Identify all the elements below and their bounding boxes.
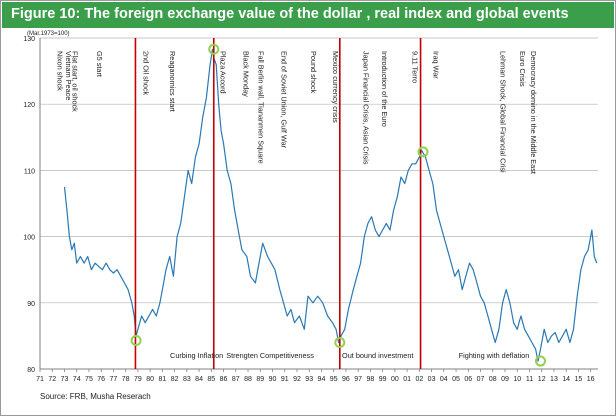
x-tick-label: 87 [232,376,240,383]
event-label: Reaganomics start [168,51,177,112]
event-label: Plaza Accord [218,51,227,94]
chart-axes: 80 90 100 110 120 130(Mar.1973=100) 71 72 73 74 75… [23,31,598,383]
phase-label: Out bound investment [342,351,413,360]
x-tick-label: 04 [440,376,448,383]
highlight-point [417,146,429,158]
x-tick-label: 88 [244,376,252,383]
highlight-point [208,43,220,55]
x-tick-label: 72 [48,376,56,383]
event-label: Iraq War [431,51,440,79]
x-tick-label: 97 [354,376,362,383]
x-tick-label: 01 [403,376,411,383]
event-label: Fall Berlin wall, Tiananmen Square [256,51,265,164]
event-label: Euro Crisis [518,51,527,87]
x-tick-label: 78 [122,376,130,383]
x-tick-label: 10 [513,376,521,383]
x-tick-label: 14 [562,376,570,383]
event-label: Japan Financial Crisis, Asian Crisis [362,51,371,165]
event-label: 9.11 Terro [411,51,420,83]
x-tick-label: 05 [452,376,460,383]
event-label: Vietnam Peace [64,51,73,100]
y-tick-label: 100 [23,235,35,242]
event-label: Lehman Shock, Global Financial Crisi [499,51,508,173]
x-tick-label: 83 [183,376,191,383]
x-tick-label: 08 [489,376,497,383]
x-tick-label: 91 [281,376,289,383]
title-bar: Figure 10: The foreign exchange value of… [2,2,614,28]
x-tick-label: 95 [330,376,338,383]
figure-title: Figure 10: The foreign exchange value of… [11,6,569,22]
x-tick-label: 11 [526,376,533,383]
highlight-point [334,337,346,349]
x-tick-label: 75 [85,376,93,383]
event-label: End of Soviet Union, Gulf War [280,51,289,149]
phase-label: Strengten Competitiveness [226,351,314,360]
x-tick-label: 15 [575,376,583,383]
y-tick-label: 130 [23,36,35,43]
index-note: (Mar.1973=100) [27,31,70,37]
event-label: Democracy domino in the Middle East [529,51,538,174]
x-tick-label: 16 [587,376,595,383]
x-tick-label: 84 [195,376,203,383]
x-tick-label: 98 [366,376,374,383]
highlight-point [130,335,142,347]
x-tick-label: 07 [477,376,485,383]
event-label: Nixon shock [56,51,65,91]
event-label: Mexico currency crisis [331,51,340,123]
x-tick-label: 13 [550,376,558,383]
event-label: Pound shock [309,51,318,94]
x-tick-label: 03 [428,376,436,383]
x-tick-label: 12 [538,376,546,383]
x-tick-label: 89 [256,376,264,383]
phase-label: Fighting with deflation [459,351,530,360]
x-tick-label: 92 [293,376,301,383]
source-note: Source: FRB, Musha Reserach [40,392,151,401]
event-label: G5 start [95,51,104,77]
x-tick-label: 74 [73,376,81,383]
series-line [63,48,598,362]
x-tick-label: 77 [110,376,118,383]
x-tick-label: 82 [171,376,179,383]
x-tick-label: 94 [318,376,326,383]
x-tick-label: 86 [220,376,228,383]
y-tick-label: 90 [27,301,35,308]
event-label: 2nd Oil shock [141,51,150,96]
highlight-point [534,355,546,367]
phase-label: Curbing Inflation [170,351,223,360]
y-tick-label: 120 [23,102,35,109]
x-tick-label: 09 [501,376,509,383]
event-label: Introduction of the Euro [380,51,389,127]
x-tick-label: 73 [61,376,69,383]
turning-point-markers [130,38,546,369]
x-tick-label: 90 [269,376,277,383]
dollar-index-series [63,48,598,362]
x-tick-label: 00 [391,376,399,383]
event-label: Flat start, oil shock [70,51,79,112]
x-tick-label: 02 [415,376,423,383]
event-label: Black Monday [242,51,251,97]
x-tick-label: 85 [207,376,215,383]
y-tick-label: 110 [24,168,35,175]
phase-labels: Curbing Inflation Strengten Competitivene… [170,351,529,360]
x-tick-label: 71 [36,376,44,383]
x-tick-label: 06 [464,376,472,383]
x-tick-label: 99 [379,376,387,383]
x-tick-label: 93 [305,376,313,383]
x-tick-label: 80 [146,376,154,383]
x-tick-label: 79 [134,376,142,383]
x-tick-label: 81 [158,376,166,383]
y-tick-label: 80 [27,367,35,374]
x-tick-label: 96 [342,376,350,383]
x-tick-label: 76 [97,376,105,383]
